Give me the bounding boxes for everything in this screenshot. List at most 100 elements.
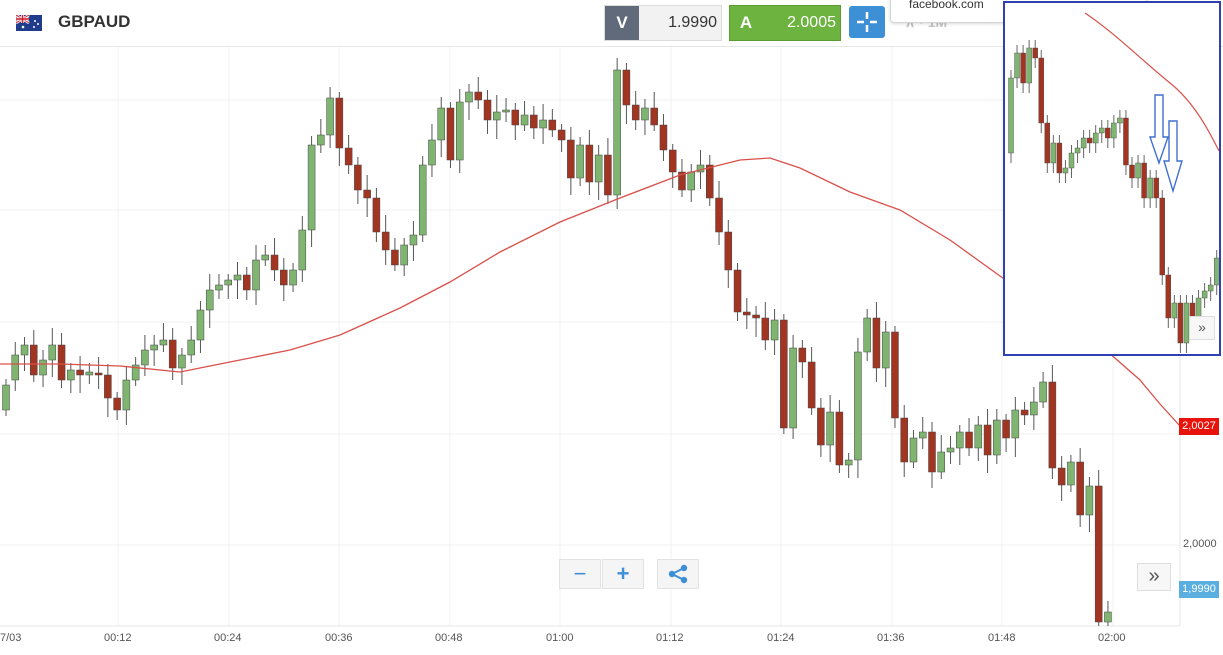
up-candle	[974, 424, 983, 449]
time-label: 01:48	[988, 632, 1016, 644]
down-candle	[872, 317, 881, 369]
up-candle	[187, 339, 195, 356]
up-candle	[539, 119, 547, 129]
crosshair-button[interactable]	[849, 6, 885, 38]
up-candle	[400, 244, 408, 266]
down-candle	[391, 249, 399, 266]
inset-up-candle	[1183, 302, 1190, 344]
up-candle	[289, 269, 297, 286]
inset-down-candle	[1153, 177, 1159, 199]
time-label: 00:36	[325, 632, 353, 644]
down-candle	[622, 69, 631, 106]
up-candle	[224, 279, 232, 286]
up-candle	[576, 144, 584, 179]
down-candle	[30, 344, 38, 376]
up-candle	[613, 69, 621, 196]
zoom-out-button[interactable]: −	[559, 559, 601, 589]
inset-down-candle	[1177, 302, 1184, 344]
price-axis-label: 2,0000	[1183, 538, 1217, 550]
down-candle	[168, 339, 177, 369]
down-candle	[1076, 461, 1084, 516]
zoom-in-button[interactable]: +	[602, 559, 644, 589]
instrument-symbol: GBPAUD	[58, 12, 131, 31]
up-candle	[1067, 461, 1075, 486]
inset-down-candle	[1159, 197, 1165, 276]
down-candle	[1048, 381, 1057, 469]
up-candle	[196, 309, 205, 341]
down-candle	[1020, 409, 1029, 416]
inset-down-candle	[1038, 57, 1044, 124]
down-candle	[798, 347, 807, 363]
down-candle	[650, 107, 658, 126]
inset-up-candle	[1171, 302, 1178, 319]
down-candle	[678, 171, 686, 191]
inset-up-candle	[1207, 284, 1214, 292]
up-candle	[854, 351, 862, 461]
inset-moving-average-line	[1084, 12, 1219, 152]
tooltip-text: facebook.com	[909, 0, 984, 11]
down-candle	[604, 154, 612, 196]
time-label: 01:24	[767, 632, 795, 644]
up-candle	[20, 344, 29, 356]
up-candle	[1039, 381, 1047, 403]
down-candle	[715, 197, 723, 233]
inset-up-candle	[1147, 177, 1153, 199]
up-candle	[409, 234, 418, 246]
down-candle	[530, 114, 538, 129]
up-candle	[1104, 611, 1112, 623]
down-candle	[659, 124, 668, 151]
down-candle	[567, 139, 575, 179]
inset-chart	[1008, 12, 1219, 353]
down-candle	[270, 254, 279, 271]
down-candle	[372, 197, 381, 233]
inset-down-candle	[1020, 52, 1026, 84]
up-candle	[418, 164, 427, 236]
share-button[interactable]	[657, 559, 699, 589]
up-candle	[141, 349, 149, 366]
up-candle	[493, 111, 501, 121]
buy-button[interactable]: A 2.0005	[729, 5, 841, 41]
up-candle	[455, 101, 464, 161]
time-label: 7/03	[0, 632, 22, 644]
sell-label: V	[605, 6, 639, 40]
inset-up-candle	[1135, 162, 1141, 179]
down-candle	[1094, 485, 1103, 623]
sell-button[interactable]: V 1.9990	[604, 5, 722, 41]
up-candle	[1085, 485, 1094, 516]
down-candle	[807, 361, 816, 409]
share-icon	[668, 564, 688, 584]
inset-down-candle	[1123, 117, 1129, 166]
up-candle	[122, 379, 131, 411]
down-candle	[104, 374, 112, 399]
inset-up-candle	[1201, 290, 1208, 299]
down-candle	[928, 431, 936, 473]
down-candle	[474, 91, 483, 101]
down-candle	[668, 149, 677, 173]
inset-up-candle	[1213, 257, 1219, 286]
inset-down-candle	[1056, 142, 1063, 174]
up-candle	[909, 437, 918, 463]
crosshair-icon	[857, 12, 877, 32]
inset-up-candle	[1080, 137, 1087, 149]
time-label: 01:36	[877, 632, 905, 644]
up-candle	[844, 459, 853, 466]
inset-down-candle	[1141, 162, 1147, 199]
scroll-to-end-button[interactable]: »	[1137, 563, 1171, 591]
up-candle	[428, 139, 436, 166]
down-candle	[280, 269, 288, 286]
down-candle	[817, 407, 825, 446]
inset-down-candle	[1129, 164, 1135, 179]
up-candle	[863, 317, 871, 353]
up-candle	[881, 331, 890, 369]
inset-up-candle	[1092, 132, 1099, 144]
down-arrow-icon	[1149, 94, 1169, 166]
candles-layer	[2, 58, 1112, 626]
inset-up-candle	[1008, 77, 1014, 154]
last-price-tag: 2,0027	[1179, 418, 1219, 435]
down-candle	[631, 104, 640, 121]
zoomed-inset-panel: »	[1003, 1, 1221, 356]
down-candle	[585, 144, 594, 183]
inset-up-candle	[1014, 52, 1020, 79]
down-candle	[761, 317, 770, 341]
